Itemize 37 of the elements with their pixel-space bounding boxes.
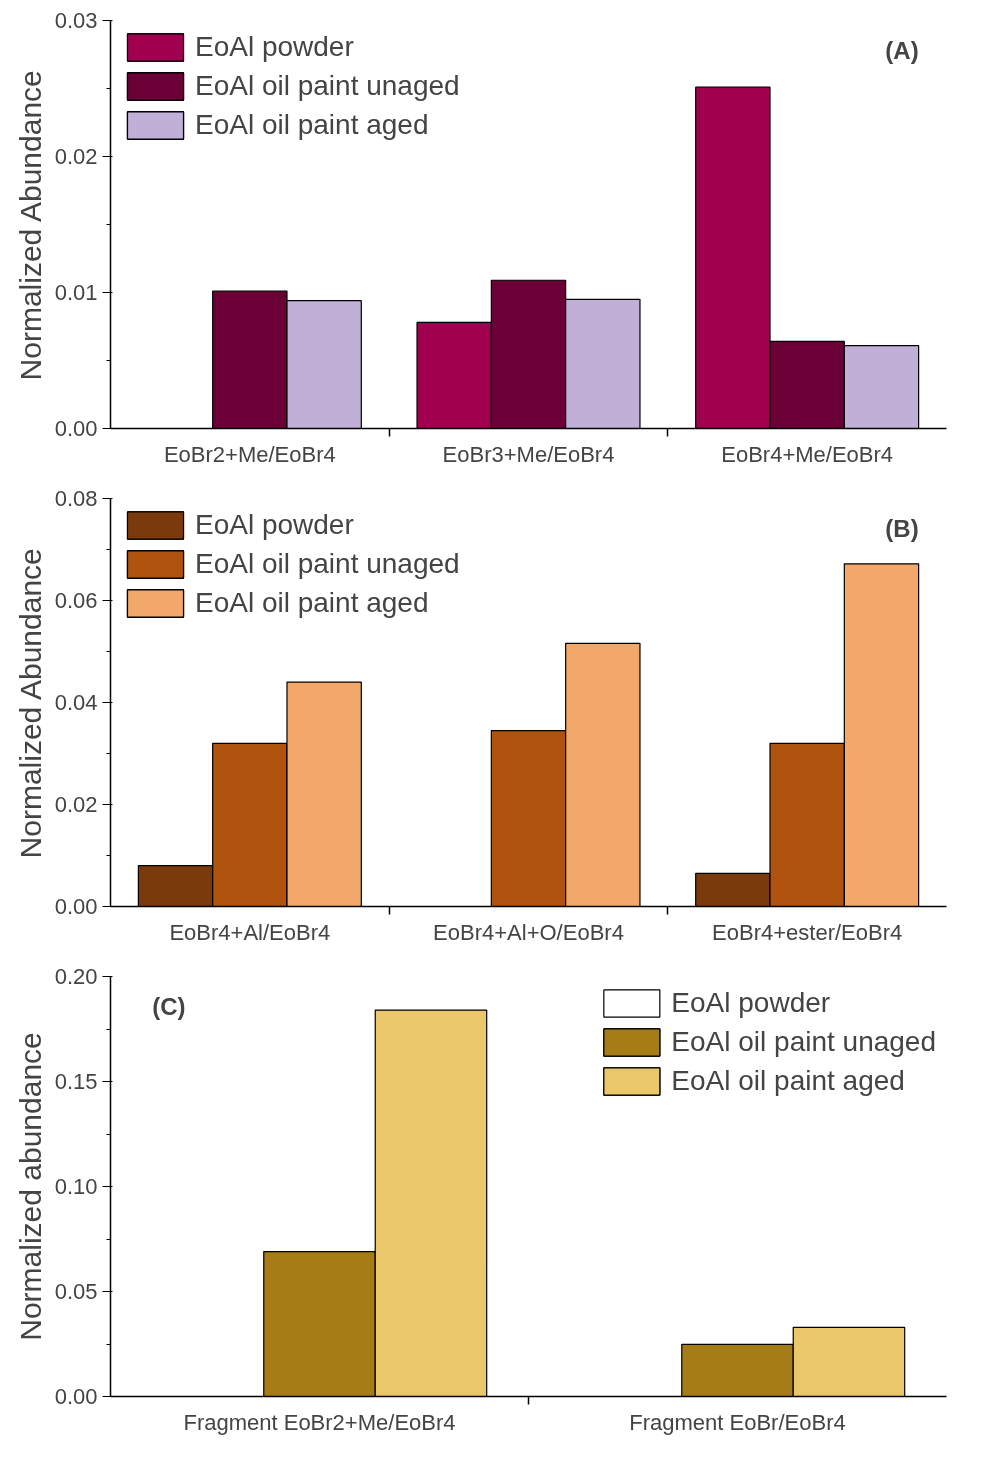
y-axis-title: Normalized Abundance: [13, 548, 47, 859]
x-tick-label: EoBr4+Me/EoBr4: [721, 441, 894, 467]
legend-label: EoAl oil paint aged: [195, 109, 429, 141]
y-tick-label: 0.02: [54, 144, 98, 169]
y-tick-label: 0.03: [54, 8, 98, 33]
y-tick-label: 0.08: [54, 486, 98, 511]
y-tick-label: 0.00: [54, 894, 98, 919]
y-tick-label: 0.20: [54, 964, 98, 989]
x-tick-label: EoBr4+Al/EoBr4: [169, 919, 331, 945]
x-tick-label: Fragment EoBr2+Me/EoBr4: [183, 1409, 456, 1435]
x-tick-label: EoBr4+ester/EoBr4: [712, 919, 903, 945]
x-tick-label: EoBr4+Al+O/EoBr4: [433, 919, 624, 945]
y-tick-label: 0.00: [54, 416, 98, 441]
y-tick-label: 0.06: [54, 588, 98, 613]
y-axis-title: Normalized Abundance: [13, 70, 47, 381]
annotation: (C): [152, 993, 186, 1021]
y-tick-label: 0.02: [54, 792, 98, 817]
legend-label: EoAl oil paint unaged: [195, 548, 460, 580]
y-tick-label: 0.10: [54, 1174, 98, 1199]
legend-label: EoAl powder: [671, 987, 831, 1019]
legend-label: EoAl oil paint unaged: [195, 70, 460, 102]
y-tick-label: 0.01: [54, 280, 98, 305]
legend-label: EoAl oil paint aged: [671, 1065, 905, 1097]
x-tick-label: EoBr2+Me/EoBr4: [163, 441, 336, 467]
y-tick-label: 0.05: [54, 1279, 98, 1304]
legend-label: EoAl oil paint unaged: [671, 1026, 936, 1058]
annotation: (A): [885, 36, 919, 64]
y-tick-label: 0.15: [54, 1069, 98, 1094]
legend-label: EoAl powder: [195, 509, 354, 541]
annotation: (B): [885, 514, 919, 542]
y-axis-title: Normalized abundance: [13, 1032, 47, 1341]
x-tick-label: EoBr3+Me/EoBr4: [442, 441, 615, 467]
y-tick-label: 0.00: [54, 1384, 98, 1409]
y-tick-label: 0.04: [54, 690, 98, 715]
legend-label: EoAl powder: [195, 31, 354, 63]
legend-label: EoAl oil paint aged: [195, 587, 429, 619]
x-tick-label: Fragment EoBr/EoBr4: [629, 1409, 846, 1435]
